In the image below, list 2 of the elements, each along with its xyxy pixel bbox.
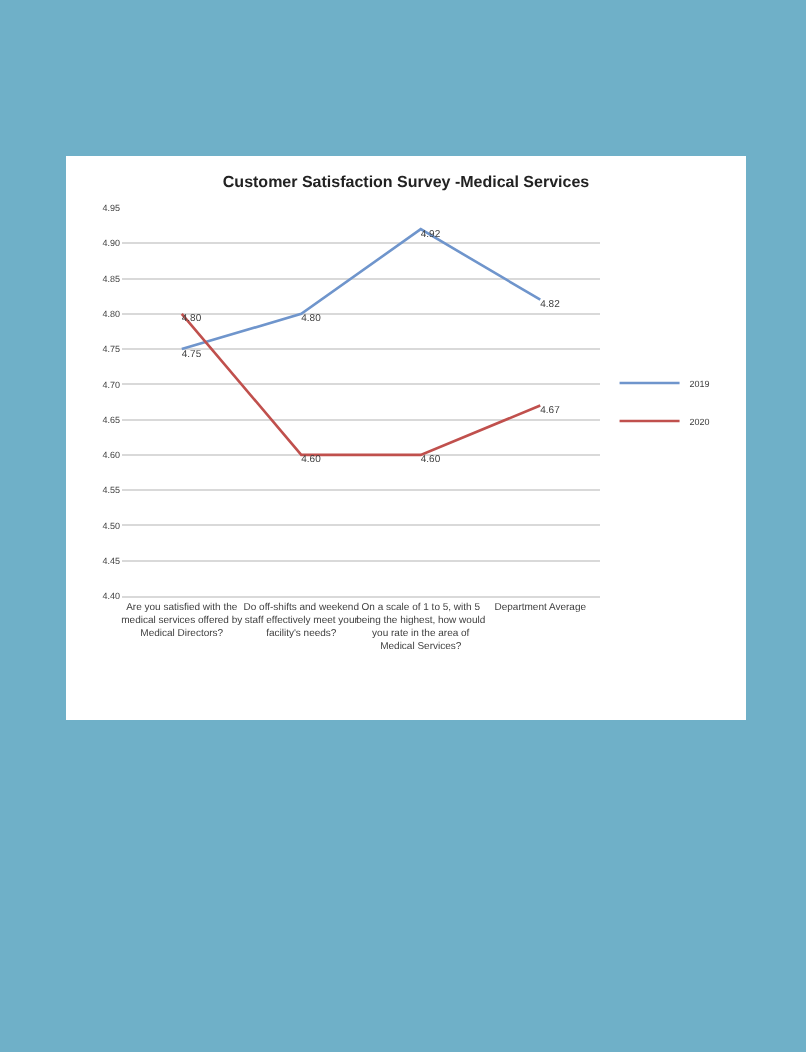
chart-title: Customer Satisfaction Survey -Medical Services <box>222 172 591 191</box>
line-series <box>180 227 542 351</box>
